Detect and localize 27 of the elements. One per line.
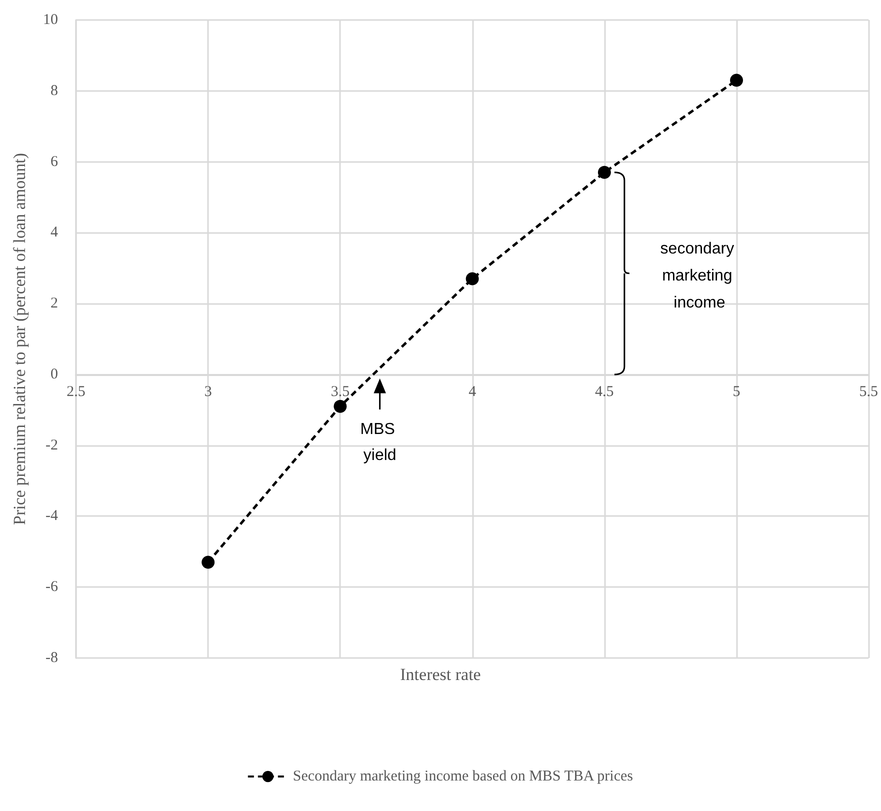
y-tick-label: -4 [46, 508, 58, 524]
y-tick-label: 2 [50, 296, 58, 312]
x-tick-label: 2.5 [66, 384, 86, 400]
point [202, 556, 215, 569]
y-tick-label: 6 [50, 154, 58, 170]
x-tick-label: 3.5 [330, 384, 350, 400]
y-tick-label: 0 [50, 366, 58, 382]
y-tick-label: 8 [50, 82, 58, 99]
y-tick-label: 4 [50, 224, 58, 241]
x-tick-label: 3 [204, 384, 212, 400]
y-tick-label: 10 [43, 12, 58, 28]
y-axis-title: Price premium relative to par (percent of loan amount) [10, 153, 29, 525]
y-tick-label: -6 [46, 579, 58, 596]
point [466, 272, 479, 286]
y-tick-label: -2 [46, 437, 58, 454]
x-tick-label: 4 [468, 384, 477, 400]
x-tick-label: 5 [732, 384, 740, 400]
y-tick-label: -8 [46, 650, 58, 666]
x-tick-label: 5.5 [859, 384, 878, 400]
point [730, 74, 744, 87]
annotation: secondary marketing income [660, 240, 739, 312]
point [598, 166, 611, 179]
x-tick-label: 4.5 [595, 384, 614, 400]
x-axis-title: Interest rate [400, 665, 481, 684]
point [334, 400, 347, 413]
annotation: MBS yield [360, 420, 400, 464]
legend-label: Secondary marketing income based on MBS TBA prices [292, 768, 634, 784]
